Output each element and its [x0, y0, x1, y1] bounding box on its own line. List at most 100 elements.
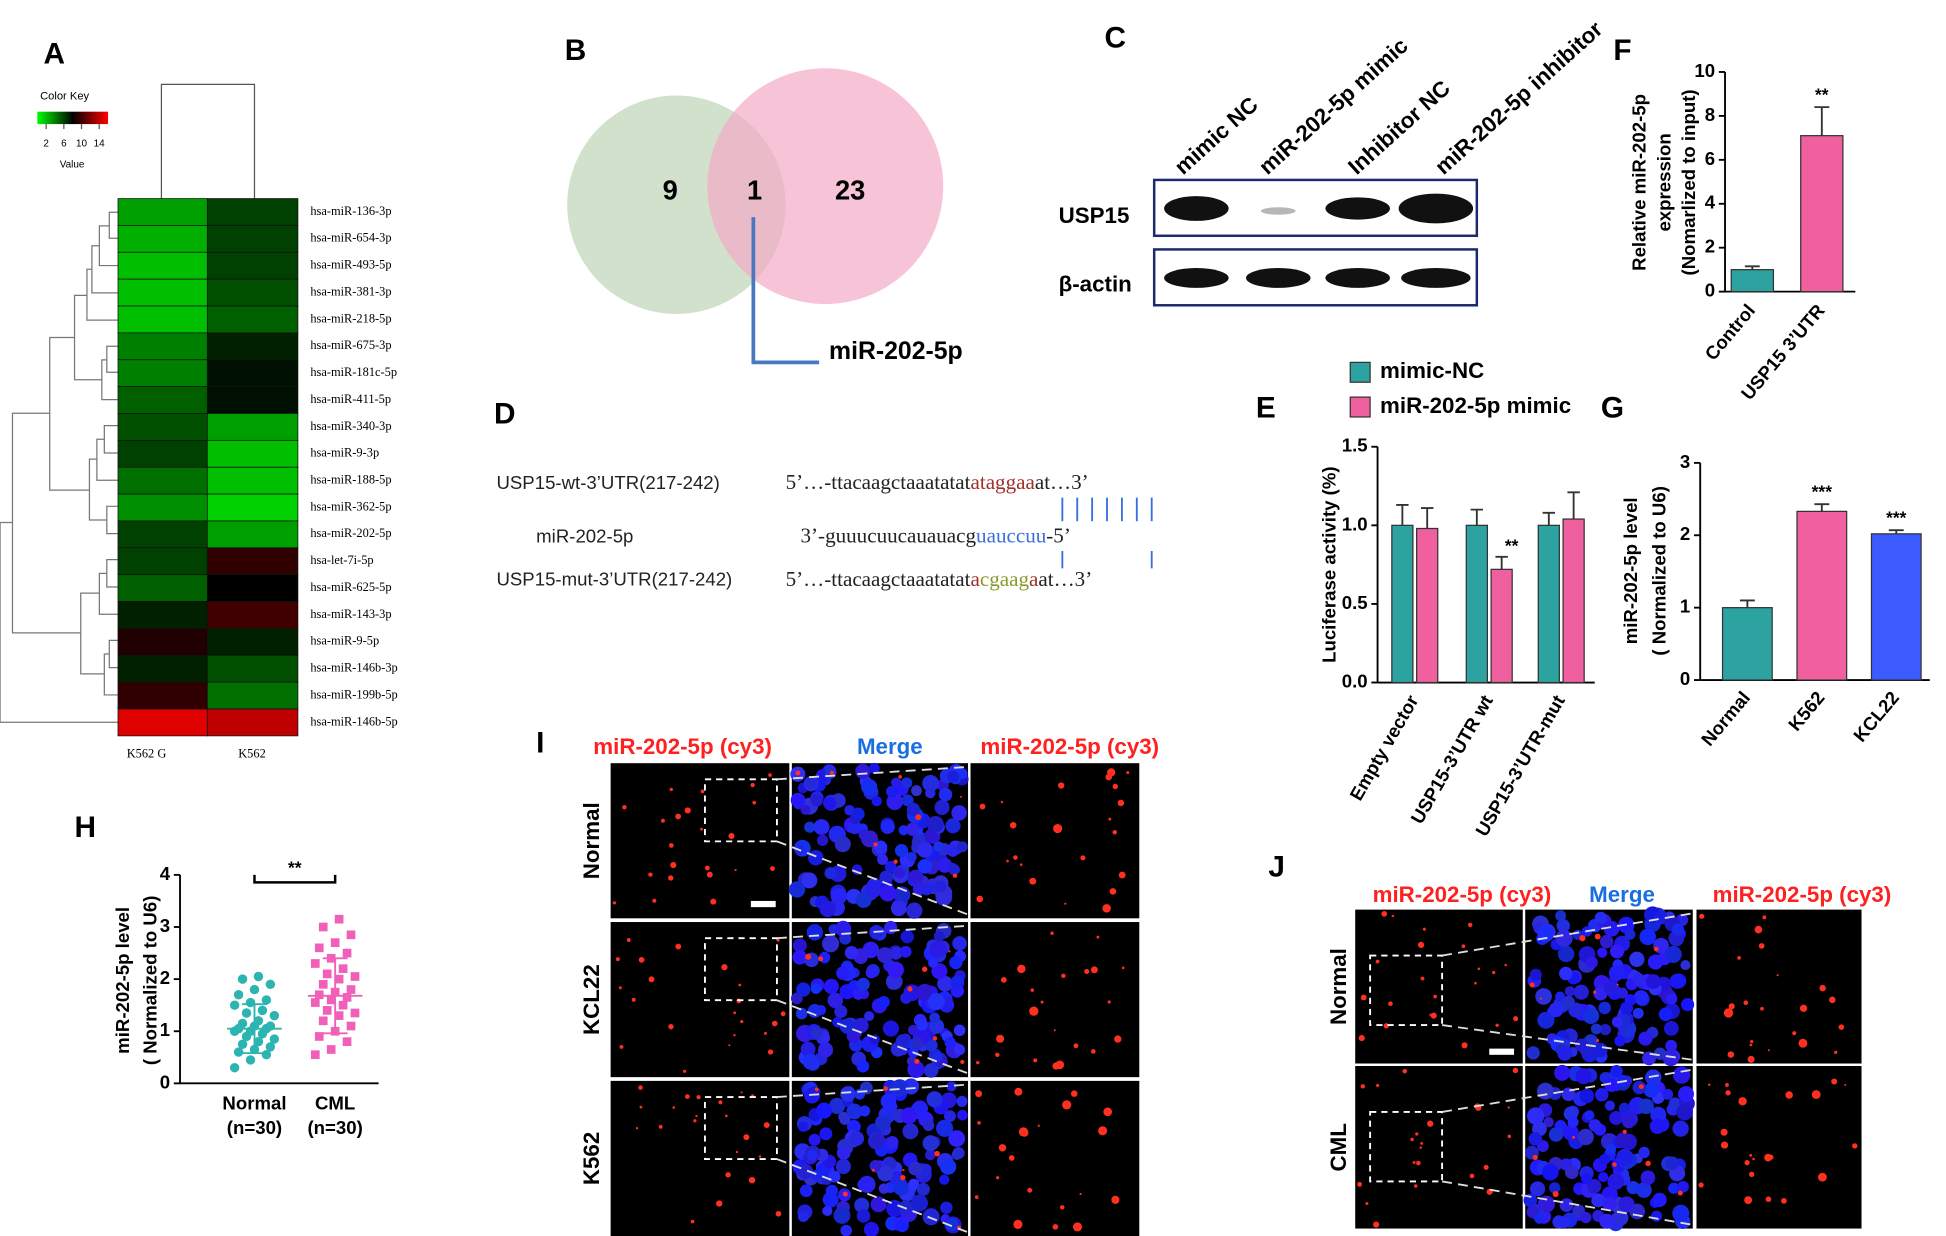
y-tick-label: 1.0 [1342, 513, 1368, 534]
panel-label: I [536, 726, 544, 759]
signal-dot [733, 1033, 736, 1037]
signal-dot [1677, 1190, 1683, 1196]
signal-dot [1747, 1055, 1755, 1063]
nucleus [1615, 1132, 1631, 1149]
data-point [318, 979, 328, 989]
bar [1730, 269, 1775, 293]
y-tick-label: 0 [160, 1071, 170, 1092]
signal-dot [1532, 1154, 1538, 1161]
micrograph [970, 922, 1140, 1078]
signal-dot [1000, 800, 1004, 804]
bar [1721, 607, 1773, 681]
signal-dot [898, 775, 902, 779]
signal-dot [706, 871, 713, 878]
heatmap-cell [117, 493, 208, 522]
nucleus [808, 849, 824, 866]
heatmap-cell [206, 278, 299, 307]
signal-dot [1105, 773, 1112, 781]
x-tick-label: KCL22 [1849, 687, 1903, 746]
zoom-guide [776, 765, 969, 916]
nucleus [1543, 1117, 1554, 1128]
signal-dot [615, 957, 620, 962]
heatmap-cell [117, 225, 208, 253]
nucleus [1559, 966, 1573, 981]
nucleus [893, 1180, 909, 1196]
y-axis-label: Relative miR-202-5p [1629, 94, 1650, 271]
nucleus [1558, 1217, 1570, 1228]
signal-dot [914, 1058, 920, 1064]
y-tick-label: 0 [1680, 668, 1690, 689]
data-point [310, 1050, 320, 1060]
nucleus [947, 863, 959, 875]
y-tick-label: 8 [1705, 104, 1715, 125]
data-point [350, 1008, 360, 1018]
nucleus [946, 844, 959, 857]
significance: *** [1886, 508, 1907, 528]
nucleus [956, 1095, 968, 1107]
signal-dot [1461, 944, 1466, 948]
nucleus [900, 1107, 918, 1125]
nucleus [871, 795, 882, 807]
nucleus [799, 1184, 813, 1198]
nucleus [1588, 1119, 1602, 1132]
data-point [346, 1021, 356, 1031]
color-key-label: 6 [61, 139, 67, 150]
row-label: KCL22 [579, 964, 604, 1035]
nucleus [911, 785, 922, 797]
signal-dot [1579, 935, 1586, 942]
signal-dot [721, 964, 728, 971]
signal-dot [775, 1210, 782, 1217]
heatmap-cell [117, 278, 208, 307]
nucleus [1662, 1049, 1680, 1067]
nucleus [1609, 944, 1625, 959]
panel-label: B [565, 34, 587, 67]
bar [1562, 518, 1585, 684]
nucleus [859, 1105, 871, 1117]
signal-dot [996, 1034, 1005, 1043]
signal-dot [1638, 1084, 1644, 1090]
sequence-segment: a [971, 567, 981, 591]
nucleus [834, 1005, 848, 1019]
signal-dot [1593, 990, 1597, 994]
nucleus [805, 1056, 821, 1071]
heatmap-cell [206, 466, 299, 495]
signal-dot [1008, 1155, 1015, 1161]
panel-label: E [1256, 391, 1276, 424]
nucleus [1602, 1196, 1617, 1212]
nucleus [1585, 956, 1598, 969]
nucleus [936, 1119, 954, 1137]
nucleus [948, 1130, 966, 1147]
nucleus [1579, 1088, 1595, 1104]
signal-dot [1375, 959, 1380, 964]
significance: ** [1815, 85, 1829, 105]
nucleus [910, 1194, 928, 1212]
data-point [265, 979, 276, 990]
nucleus [886, 785, 898, 798]
heatmap-cell [117, 681, 208, 710]
signal-dot [1029, 1006, 1039, 1016]
signal-dot [752, 800, 757, 805]
dendrogram-left [0, 211, 118, 723]
significance: ** [288, 857, 302, 877]
row-label: hsa-miR-381-3p [310, 284, 391, 298]
y-axis-label: (Nomarlized to input) [1678, 89, 1699, 275]
nucleus [1562, 1124, 1579, 1141]
signal-dot [1749, 1171, 1755, 1178]
nucleus [1636, 1182, 1652, 1198]
nucleus [934, 880, 947, 892]
data-point [229, 1000, 240, 1010]
nucleus [933, 841, 944, 852]
signal-dot [635, 1126, 639, 1130]
signal-dot [718, 1100, 723, 1105]
nucleus [905, 822, 920, 836]
nucleus [840, 1086, 856, 1102]
signal-dot [1090, 1049, 1096, 1054]
signal-dot [1572, 1135, 1576, 1139]
nucleus [865, 967, 877, 979]
nucleus [1638, 1098, 1654, 1114]
nucleus [800, 804, 811, 815]
zoom-box [704, 1096, 778, 1160]
signal-dot [1838, 1024, 1845, 1030]
nucleus [890, 946, 903, 959]
nucleus [1526, 1046, 1540, 1060]
